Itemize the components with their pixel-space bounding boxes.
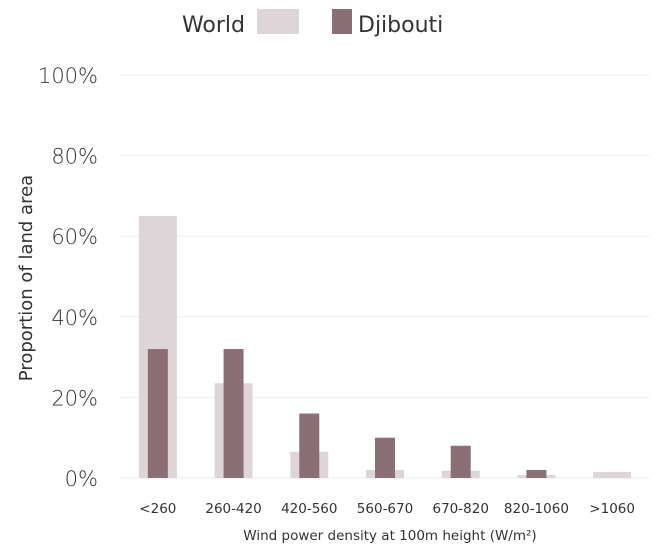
bar-world (593, 471, 632, 478)
x-tick-label: 260-420 (205, 501, 261, 517)
legend: World Djibouti (182, 9, 443, 38)
bar-djibouti (450, 445, 471, 478)
legend-label-world: World (182, 13, 245, 38)
y-tick-label: 20% (51, 386, 98, 410)
bar-djibouti (299, 413, 320, 478)
gridlines (120, 74, 650, 479)
x-axis-ticks: <260 260-420 420-560 560-670 670-820 820-1060… (139, 501, 635, 517)
legend-label-djibouti: Djibouti (358, 13, 443, 38)
x-tick-label: 670-820 (433, 501, 489, 517)
y-axis-title: Proportion of land area (16, 175, 37, 381)
bar-djibouti (223, 349, 244, 478)
bar-djibouti (147, 349, 168, 478)
x-tick-label: 420-560 (281, 501, 337, 517)
x-tick-label: >1060 (589, 501, 635, 517)
y-tick-label: 0% (65, 467, 98, 491)
bars (138, 216, 632, 479)
x-tick-label: 560-670 (357, 501, 413, 517)
x-tick-label: 820-1060 (504, 501, 569, 517)
bar-djibouti (526, 469, 547, 478)
x-axis-title: Wind power density at 100m height (W/m²) (243, 528, 536, 544)
legend-swatch-djibouti (332, 9, 352, 34)
y-tick-label: 60% (51, 225, 98, 249)
y-tick-label: 100% (38, 64, 98, 88)
y-tick-label: 40% (51, 306, 98, 330)
y-tick-label: 80% (51, 145, 98, 169)
legend-swatch-world (257, 9, 299, 34)
y-axis-ticks: 0% 20% 40% 60% 80% 100% (38, 64, 98, 491)
bar-djibouti (375, 437, 395, 478)
x-tick-label: <260 (139, 501, 176, 517)
